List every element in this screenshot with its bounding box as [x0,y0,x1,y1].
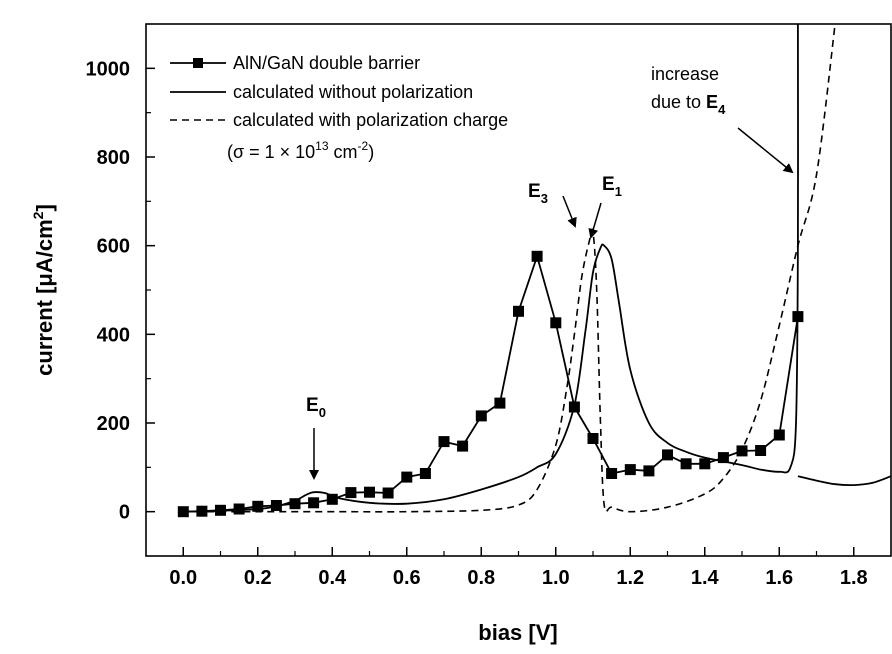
x-tick-label: 0.8 [467,567,495,589]
legend-label-with-polarization: calculated with polarization charge [233,110,508,130]
data-point-marker [382,487,394,499]
legend-formula-open: (σ = 1 × 10 [227,142,315,162]
data-point-marker [662,449,673,461]
data-point-marker [773,429,785,441]
y-tick-label: 200 [97,413,130,435]
data-point-marker [457,440,469,452]
legend-formula: (σ = 1 × 1013 cm-2) [227,139,374,162]
x-axis-title: bias [V] [478,620,557,645]
data-point-marker [289,498,301,510]
x-tick-label: 1.4 [691,567,720,589]
data-point-marker [326,493,338,505]
data-point-marker [233,503,245,515]
data-point-marker [531,250,543,262]
data-point-marker [680,458,692,470]
arrow-e4 [737,127,794,174]
x-tick-label: 1.2 [616,567,644,589]
data-point-marker [643,465,655,477]
legend-formula-exp2: -2 [358,139,369,153]
legend-formula-exp1: 13 [315,139,329,153]
data-point-marker [792,311,804,323]
series-line-aln-gan-measured [183,253,799,513]
x-tick-label: 1.8 [840,567,868,589]
x-axis-ticks: 0.0 0.2 0.4 0.6 0.8 1.0 1.2 1.4 1.6 1.8 [169,547,868,589]
data-point-marker [587,433,599,444]
x-tick-label: 0.0 [169,567,197,589]
y-axis-title: current [μA/cm2] [30,204,57,376]
data-point-marker [606,468,618,479]
data-point-marker [717,452,729,464]
annotation-increase-line2: due to E4 [651,92,726,117]
data-point-marker [308,497,320,509]
data-point-marker [196,505,208,517]
legend-marker-aln-gan [193,58,203,68]
y-tick-label: 400 [97,324,130,346]
legend-formula-close: ) [368,142,374,162]
y-axis-title-mu: μA/cm [32,219,57,286]
x-tick-label: 1.0 [542,567,570,589]
annotation-e0-base: E [306,395,319,416]
data-point-marker [419,468,431,479]
series-line-without-polarization-tail [797,475,891,487]
annotation-e3-sub: 3 [541,191,548,206]
annotation-e4-sub: 4 [718,102,726,117]
legend-label-without-polarization: calculated without polarization [233,82,473,102]
data-point-marker [550,317,562,329]
y-axis-title-end: ] [32,204,57,211]
data-point-marker [624,464,636,476]
legend: AlN/GaN double barrier calculated withou… [170,53,508,162]
annotation-e0-sub: 0 [319,405,326,420]
y-tick-label: 600 [97,236,130,258]
y-tick-label: 800 [97,147,130,169]
annotation-increase-text: due to [651,92,706,112]
x-tick-label: 0.6 [393,567,421,589]
annotations: E0 E3 E1 increase due to E4 [306,64,794,480]
annotation-e1-base: E [602,174,615,195]
data-point-marker [513,305,524,317]
y-axis-title-sup: 2 [30,211,46,219]
data-point-marker [699,458,711,470]
x-tick-label: 1.6 [765,567,793,589]
arrow-e3 [562,195,577,228]
annotation-e3-base: E [528,181,541,202]
data-point-marker [568,401,580,413]
legend-formula-mid: cm [329,142,358,162]
x-tick-label: 0.2 [244,567,272,589]
data-point-marker [252,500,264,512]
data-point-marker [755,445,767,456]
annotation-e1: E1 [602,174,622,199]
arrow-e1 [588,202,602,239]
x-tick-label: 0.4 [318,567,347,589]
data-point-marker [475,410,487,422]
annotation-e3: E3 [528,181,548,206]
series-line-without-polarization [183,24,799,513]
annotation-e0: E0 [306,395,326,420]
data-point-marker [401,471,413,483]
legend-label-aln-gan: AlN/GaN double barrier [233,53,420,73]
y-tick-label: 0 [119,502,130,524]
annotation-e1-sub: 1 [615,184,622,199]
series-markers-aln-gan [177,250,804,518]
annotation-increase-line1: increase [651,64,719,84]
y-axis-title-main: current [ [32,286,57,376]
data-point-marker [494,397,506,409]
data-point-marker [736,445,748,457]
series-line-with-polarization [183,24,836,513]
data-point-marker [177,506,189,518]
data-point-marker [364,486,375,498]
annotation-e4-base: E [706,92,718,112]
y-axis-ticks: 0 200 400 600 800 1000 [86,58,155,524]
y-tick-label: 1000 [86,58,131,80]
data-point-marker [438,436,450,448]
data-point-marker [270,500,282,511]
data-point-marker [345,487,357,499]
data-point-marker [215,504,226,516]
